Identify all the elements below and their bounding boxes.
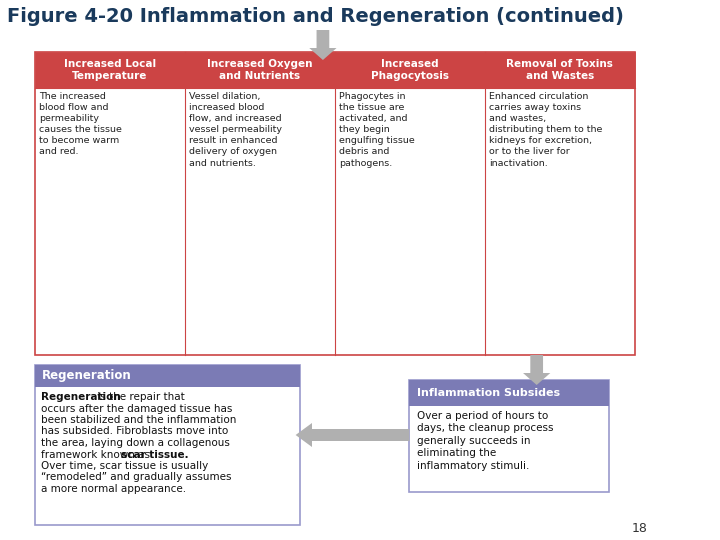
Text: Increased Local
Temperature: Increased Local Temperature <box>63 59 156 81</box>
Text: been stabilized and the inflammation: been stabilized and the inflammation <box>41 415 236 425</box>
Text: The increased
blood flow and
permeability
causes the tissue
to become warm
and r: The increased blood flow and permeabilit… <box>39 92 122 157</box>
Bar <box>184 52 335 88</box>
Text: “remodeled” and gradually assumes: “remodeled” and gradually assumes <box>41 472 231 483</box>
Text: the area, laying down a collagenous: the area, laying down a collagenous <box>41 438 230 448</box>
Polygon shape <box>296 423 410 447</box>
Text: Increased Oxygen
and Nutrients: Increased Oxygen and Nutrients <box>207 59 312 81</box>
Bar <box>335 52 485 88</box>
Text: has subsided. Fibroblasts move into: has subsided. Fibroblasts move into <box>41 427 228 436</box>
Polygon shape <box>523 355 550 385</box>
Text: occurs after the damaged tissue has: occurs after the damaged tissue has <box>41 403 233 414</box>
Bar <box>485 52 635 88</box>
Bar <box>410 380 609 406</box>
Text: Regeneration: Regeneration <box>41 392 121 402</box>
Text: Vessel dilation,
increased blood
flow, and increased
vessel permeability
result : Vessel dilation, increased blood flow, a… <box>189 92 282 167</box>
Bar <box>410 380 609 492</box>
Bar <box>35 365 300 387</box>
Text: Figure 4-20 Inflammation and Regeneration (continued): Figure 4-20 Inflammation and Regeneratio… <box>7 7 624 26</box>
Text: Removal of Toxins
and Wastes: Removal of Toxins and Wastes <box>506 59 613 81</box>
Text: Over a period of hours to
days, the cleanup process
generally succeeds in
elimin: Over a period of hours to days, the clea… <box>417 411 553 470</box>
Text: scar tissue.: scar tissue. <box>121 449 189 460</box>
Text: a more normal appearance.: a more normal appearance. <box>41 484 186 494</box>
Text: Phagocytes in
the tissue are
activated, and
they begin
engulfing tissue
debris a: Phagocytes in the tissue are activated, … <box>339 92 415 167</box>
Text: Increased
Phagocytosis: Increased Phagocytosis <box>371 59 449 81</box>
Text: framework known as: framework known as <box>41 449 153 460</box>
Text: Over time, scar tissue is usually: Over time, scar tissue is usually <box>41 461 208 471</box>
Text: is the repair that: is the repair that <box>94 392 184 402</box>
Bar <box>35 52 184 88</box>
Text: Regeneration: Regeneration <box>42 369 132 382</box>
Text: Enhanced circulation
carries away toxins
and wastes,
distributing them to the
ki: Enhanced circulation carries away toxins… <box>490 92 603 167</box>
Bar <box>35 52 635 355</box>
Polygon shape <box>310 30 336 60</box>
Bar <box>35 365 300 525</box>
Text: 18: 18 <box>631 522 648 535</box>
Text: Inflammation Subsides: Inflammation Subsides <box>417 388 559 398</box>
